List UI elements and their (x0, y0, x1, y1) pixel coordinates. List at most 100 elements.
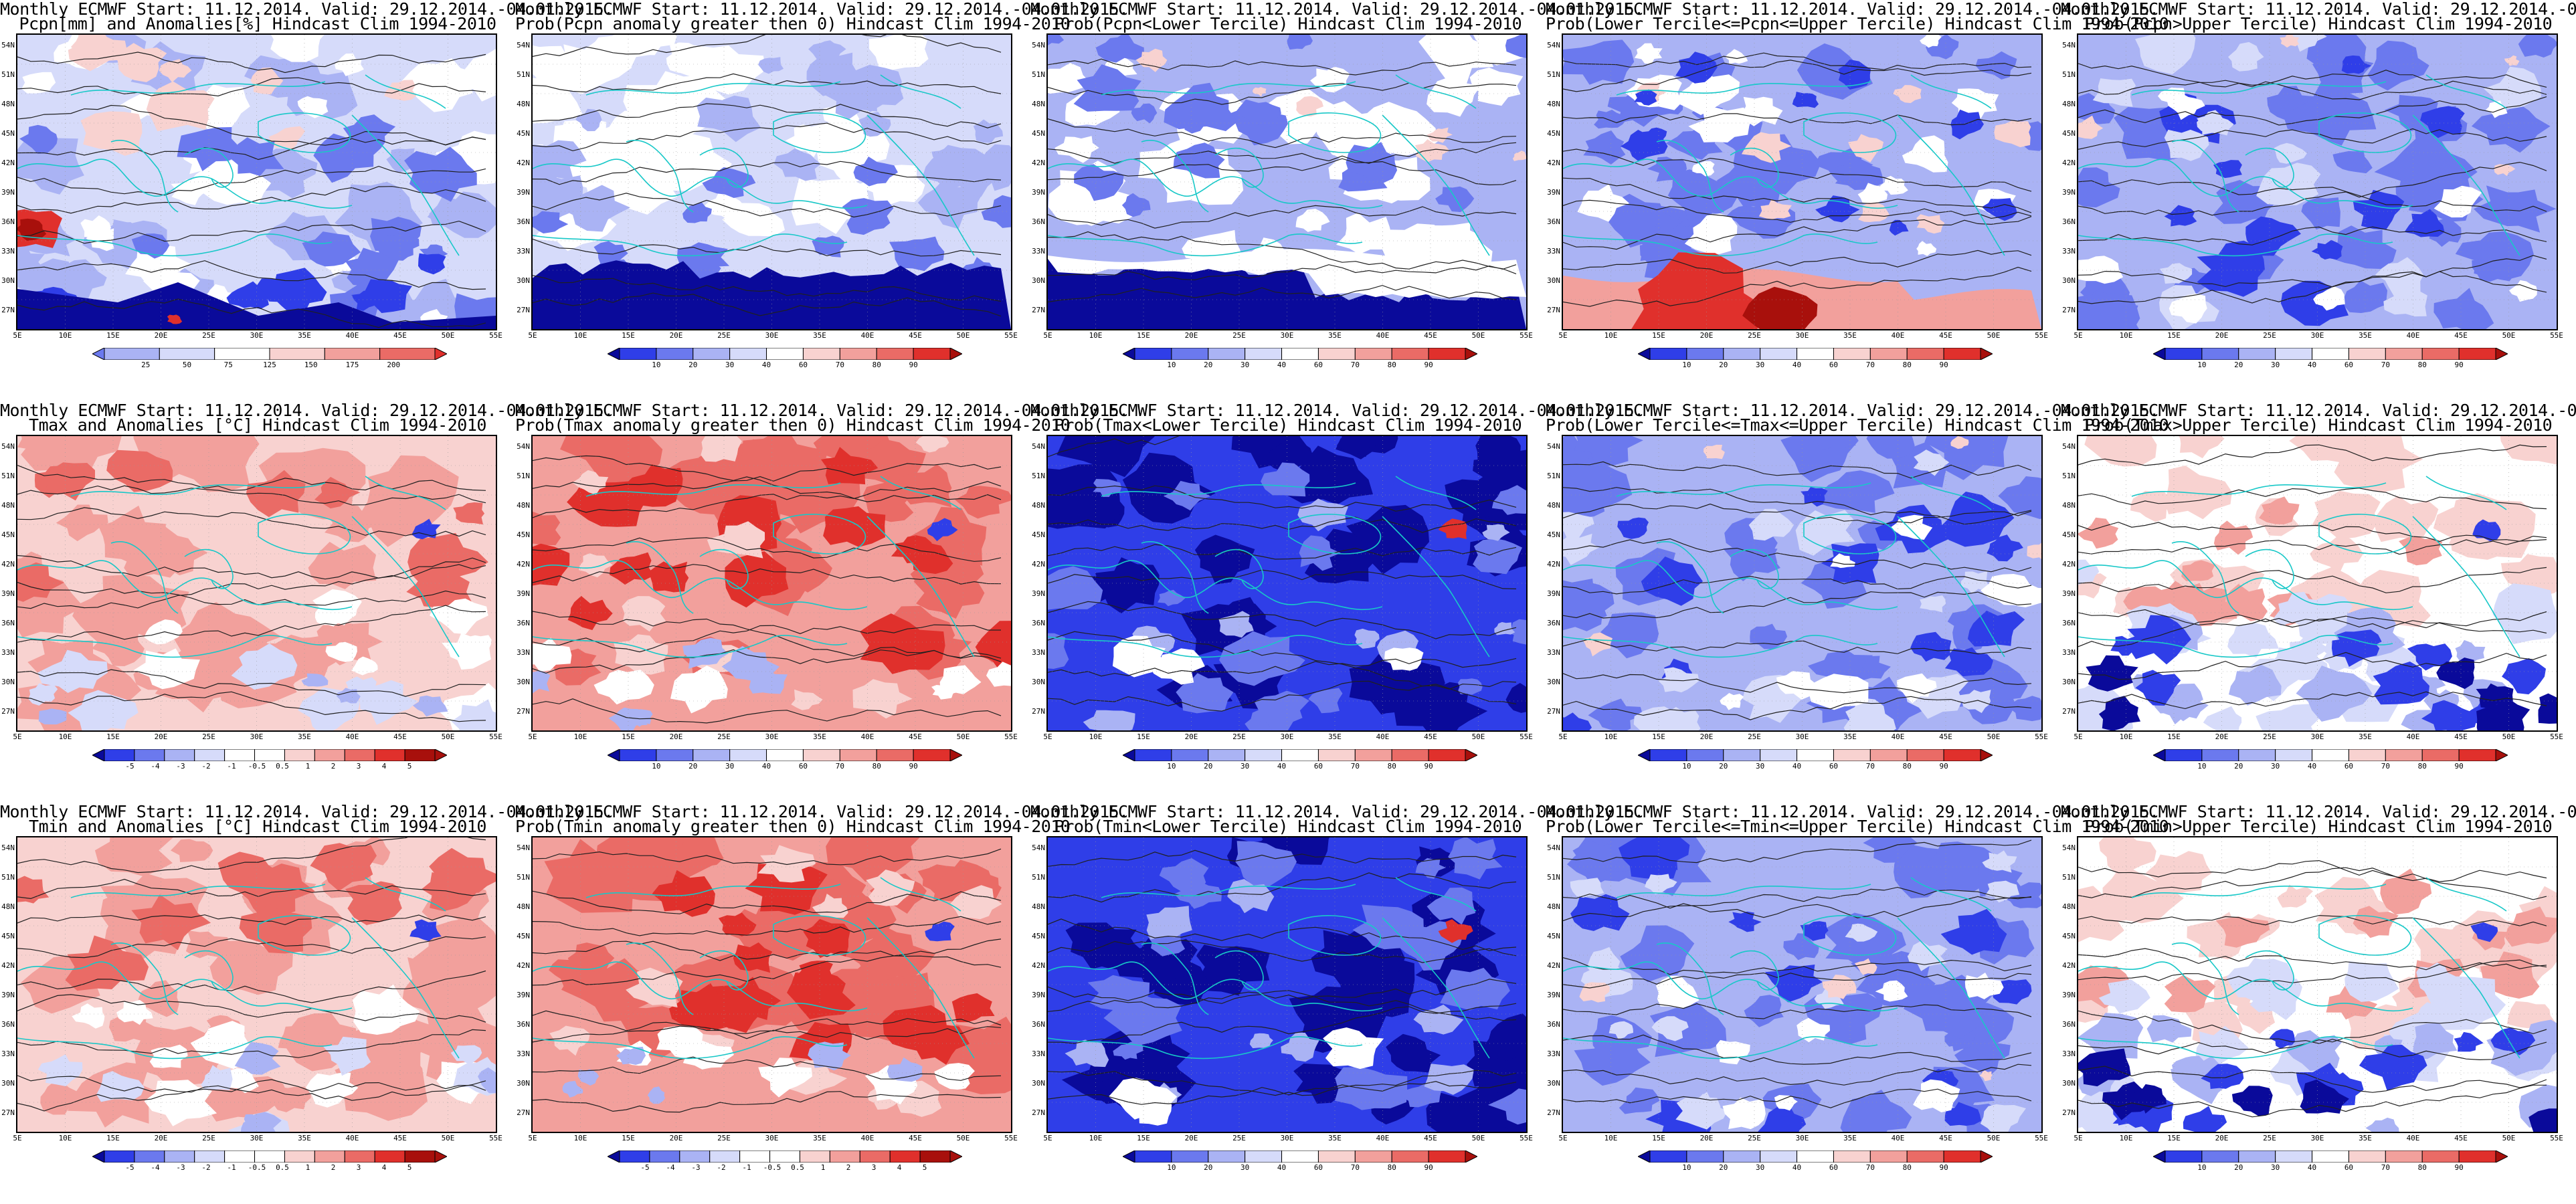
colorbar-tick-label: 60 (798, 762, 808, 771)
latitude-label: 54N (2062, 843, 2076, 852)
longitude-label: 20E (154, 331, 168, 340)
colorbar-tick-label: 70 (1865, 361, 1875, 369)
latitude-label: 54N (1032, 442, 1045, 451)
latitude-label: 42N (517, 560, 530, 569)
panel-title-line2: Prob(Tmax>Upper Tercile) Hindcast Clim 1… (2084, 415, 2553, 435)
colorbar-ticks: -5 -4 -3 -2 -1 -0.5 0.5 1 2 3 4 5 (92, 1164, 447, 1173)
longitude-label: 55E (489, 331, 502, 340)
latitude-label: 54N (1547, 442, 1560, 451)
latitude-label: 30N (2062, 276, 2076, 285)
latitude-label: 33N (1, 1049, 15, 1058)
colorbar-tick-label: 150 (304, 361, 318, 369)
colorbar-tick-label: 20 (2234, 1163, 2243, 1172)
colorbar-tick-label: 30 (725, 762, 735, 771)
panel-title-line2: Prob(Lower Tercile<=Tmin<=Upper Tercile)… (1546, 817, 2169, 836)
longitude-label: 50E (1987, 1134, 2001, 1142)
latitude-label: 30N (517, 276, 530, 285)
longitude-label: 25E (1232, 732, 1246, 741)
colorbar-tick-label: 0.5 (791, 1163, 804, 1172)
map-plot (1046, 836, 1528, 1133)
longitude-label: 30E (765, 732, 779, 741)
colorbar-tick-label: 30 (1756, 361, 1765, 369)
colorbar-tick-label: -4 (666, 1163, 675, 1172)
latitude-label: 48N (2062, 501, 2076, 510)
longitude-label: 55E (1004, 331, 1018, 340)
latitude-label: 51N (517, 70, 530, 79)
longitude-label: 25E (1232, 1134, 1246, 1142)
latitude-label: 30N (2062, 678, 2076, 686)
longitude-label: 45E (393, 732, 407, 741)
latitude-label: 36N (1032, 217, 1045, 226)
latitude-label: 48N (2062, 902, 2076, 911)
longitude-label: 55E (1520, 331, 1533, 340)
map-field (17, 837, 496, 1132)
latitude-label: 39N (1032, 991, 1045, 999)
longitude-label: 50E (1471, 331, 1485, 340)
latitude-label: 42N (1032, 961, 1045, 970)
colorbar-tick-label: 10 (1167, 1163, 1176, 1172)
map-plot (531, 435, 1012, 732)
colorbar-tick-label: 60 (2344, 361, 2354, 369)
latitude-label: 33N (2062, 247, 2076, 256)
panel-title-line2: Prob(Tmin>Upper Tercile) Hindcast Clim 1… (2084, 817, 2553, 836)
colorbar-tick-label: 80 (872, 361, 881, 369)
latitude-label: 27N (2062, 707, 2076, 716)
latitude-label: 39N (1547, 188, 1560, 197)
panel-title-line1: Monthly ECMWF Start: 11.12.2014. Valid: … (0, 401, 614, 420)
latitude-label: 36N (517, 619, 530, 627)
colorbar (1638, 348, 1993, 360)
longitude-label: 45E (1424, 1134, 1437, 1142)
longitude-label: 5E (528, 732, 537, 741)
latitude-label: 33N (1547, 247, 1560, 256)
longitude-label: 30E (250, 1134, 264, 1142)
forecast-panel: Monthly ECMWF Start: 11.12.2014. Valid: … (1030, 803, 1644, 1204)
longitude-label: 30E (1795, 1134, 1809, 1142)
latitude-label: 39N (517, 188, 530, 197)
longitude-label: 20E (669, 1134, 683, 1142)
latitude-label: 36N (517, 1020, 530, 1029)
longitude-label: 30E (250, 732, 264, 741)
colorbar-tick-label: 60 (1829, 361, 1839, 369)
longitude-label: 35E (1843, 1134, 1857, 1142)
map-field (533, 35, 1011, 329)
latitude-label: 48N (517, 902, 530, 911)
longitude-label: 50E (441, 1134, 455, 1142)
latitude-label: 45N (517, 932, 530, 940)
forecast-panel: Monthly ECMWF Start: 11.12.2014. Valid: … (0, 0, 614, 401)
colorbar-ticks: 10 20 30 40 60 70 80 90 (1123, 763, 1477, 772)
colorbar (608, 749, 962, 761)
colorbar-tick-label: 70 (835, 762, 844, 771)
map-field (1048, 35, 1526, 329)
colorbar-tick-label: 90 (2454, 762, 2464, 771)
latitude-label: 45N (1032, 129, 1045, 138)
colorbar-tick-label: -5 (125, 762, 134, 771)
longitude-label: 15E (106, 732, 120, 741)
longitude-label: 25E (1232, 331, 1246, 340)
colorbar-tick-label: 30 (1240, 361, 1250, 369)
colorbar (92, 749, 447, 761)
latitude-label: 42N (1547, 961, 1560, 970)
forecast-panel: Monthly ECMWF Start: 11.12.2014. Valid: … (515, 0, 1129, 401)
latitude-label: 33N (1, 247, 15, 256)
latitude-label: 45N (2062, 530, 2076, 539)
longitude-label: 40E (1376, 732, 1390, 741)
longitude-label: 40E (1891, 1134, 1905, 1142)
latitude-label: 42N (2062, 159, 2076, 167)
forecast-panel: Monthly ECMWF Start: 11.12.2014. Valid: … (1546, 803, 2169, 1204)
longitude-label: 55E (2550, 732, 2563, 741)
colorbar-ticks: -5 -4 -3 -2 -1 -0.5 0.5 1 2 3 4 5 (608, 1164, 962, 1173)
longitude-label: 10E (1604, 1134, 1618, 1142)
colorbar-ticks: 10 20 30 40 60 70 80 90 (2153, 1164, 2508, 1173)
panel-title-line1: Monthly ECMWF Start: 11.12.2014. Valid: … (2061, 802, 2576, 821)
latitude-label: 27N (1547, 707, 1560, 716)
colorbar (2153, 1150, 2508, 1163)
latitude-label: 48N (1, 902, 15, 911)
colorbar-tick-label: 20 (1204, 361, 1213, 369)
map-plot (1562, 435, 2043, 732)
colorbar-tick-label: 30 (1240, 1163, 1250, 1172)
latitude-label: 30N (1, 1079, 15, 1088)
longitude-label: 55E (2550, 331, 2563, 340)
colorbar-ticks: 25 50 75 125 150 175 200 (92, 361, 447, 371)
colorbar-tick-label: 80 (1387, 762, 1396, 771)
longitude-label: 45E (909, 1134, 922, 1142)
